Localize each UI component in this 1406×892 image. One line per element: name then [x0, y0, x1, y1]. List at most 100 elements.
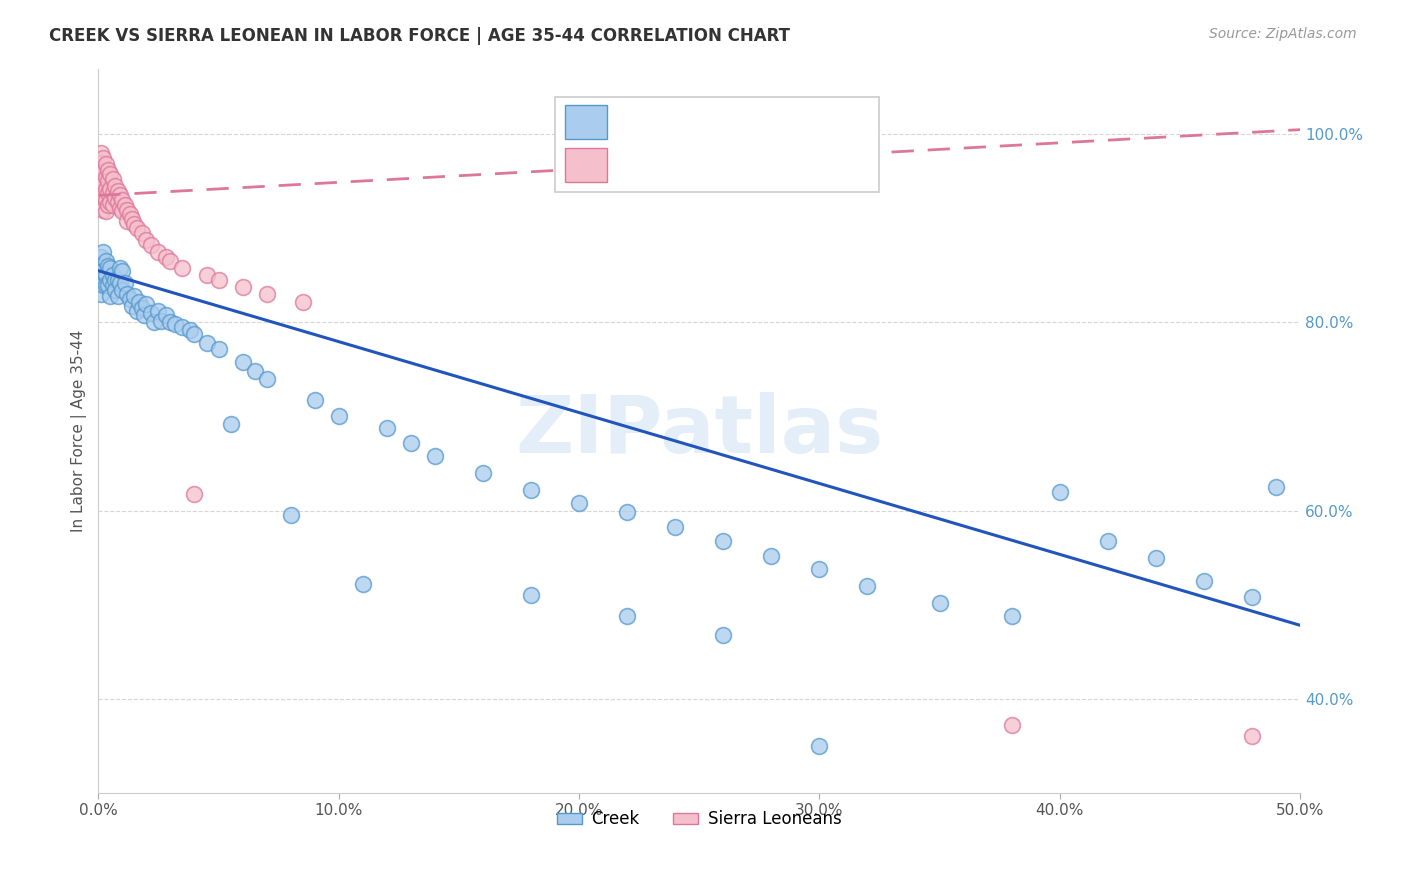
Point	[115, 202, 138, 217]
Point	[159, 315, 181, 329]
Point	[91, 165, 114, 179]
Point	[664, 520, 686, 534]
Point	[114, 198, 136, 212]
Point	[131, 301, 153, 316]
Point	[375, 421, 398, 435]
Text: ZIPatlas: ZIPatlas	[515, 392, 883, 469]
Point	[328, 409, 350, 424]
Point	[104, 283, 127, 297]
Point	[94, 277, 117, 292]
Point	[90, 179, 112, 194]
Point	[107, 273, 129, 287]
Point	[111, 193, 134, 207]
Point	[207, 342, 229, 356]
Point	[128, 294, 150, 309]
Point	[97, 163, 120, 178]
Point	[155, 250, 177, 264]
Point	[1240, 729, 1263, 743]
Point	[195, 336, 218, 351]
Point	[1265, 480, 1288, 494]
Point	[124, 289, 146, 303]
Point	[115, 214, 138, 228]
Point	[1144, 550, 1167, 565]
Point	[91, 263, 114, 277]
Point	[94, 182, 117, 196]
Point	[124, 217, 146, 231]
Point	[711, 628, 734, 642]
Point	[94, 204, 117, 219]
Point	[90, 287, 112, 301]
Point	[104, 273, 127, 287]
Point	[121, 298, 143, 312]
Point	[90, 167, 112, 181]
Point	[148, 304, 170, 318]
Point	[149, 313, 172, 327]
Point	[101, 172, 124, 186]
Point	[131, 226, 153, 240]
Point	[135, 296, 157, 310]
Point	[1001, 608, 1024, 623]
Point	[107, 289, 129, 303]
Point	[90, 250, 112, 264]
Point	[808, 562, 831, 576]
Point	[101, 198, 124, 212]
Point	[256, 287, 278, 301]
Point	[107, 195, 129, 210]
Point	[808, 739, 831, 753]
Point	[97, 277, 120, 292]
Point	[928, 596, 950, 610]
Point	[101, 186, 124, 200]
Point	[97, 259, 120, 273]
Point	[98, 260, 121, 275]
Point	[98, 182, 121, 196]
Point	[104, 179, 127, 194]
Point	[148, 244, 170, 259]
Point	[104, 191, 127, 205]
Point	[111, 283, 134, 297]
Point	[1192, 574, 1215, 588]
Point	[94, 169, 117, 184]
Point	[98, 289, 121, 303]
Point	[90, 268, 112, 283]
Point	[91, 176, 114, 190]
Point	[142, 315, 165, 329]
Point	[155, 308, 177, 322]
Point	[856, 579, 879, 593]
Point	[141, 306, 163, 320]
Point	[90, 146, 112, 161]
Point	[97, 198, 120, 212]
Point	[121, 212, 143, 227]
Point	[159, 254, 181, 268]
Point	[232, 279, 254, 293]
Point	[280, 508, 302, 523]
Point	[291, 294, 314, 309]
Point	[91, 244, 114, 259]
Point	[118, 207, 141, 221]
Point	[91, 151, 114, 165]
Point	[179, 323, 201, 337]
Point	[94, 193, 117, 207]
Point	[125, 221, 148, 235]
Point	[243, 364, 266, 378]
Point	[90, 155, 112, 169]
Point	[520, 588, 543, 602]
Point	[172, 260, 194, 275]
Point	[108, 260, 131, 275]
Point	[90, 161, 112, 175]
Point	[108, 188, 131, 202]
Point	[90, 172, 112, 186]
Point	[91, 188, 114, 202]
Point	[761, 549, 783, 563]
Text: Source: ZipAtlas.com: Source: ZipAtlas.com	[1209, 27, 1357, 41]
Point	[91, 202, 114, 217]
Point	[232, 355, 254, 369]
Point	[97, 174, 120, 188]
Point	[471, 466, 494, 480]
Point	[94, 254, 117, 268]
Point	[352, 577, 374, 591]
Point	[111, 263, 134, 277]
Point	[172, 320, 194, 334]
Point	[195, 268, 218, 283]
Point	[101, 277, 124, 292]
Point	[101, 268, 124, 283]
